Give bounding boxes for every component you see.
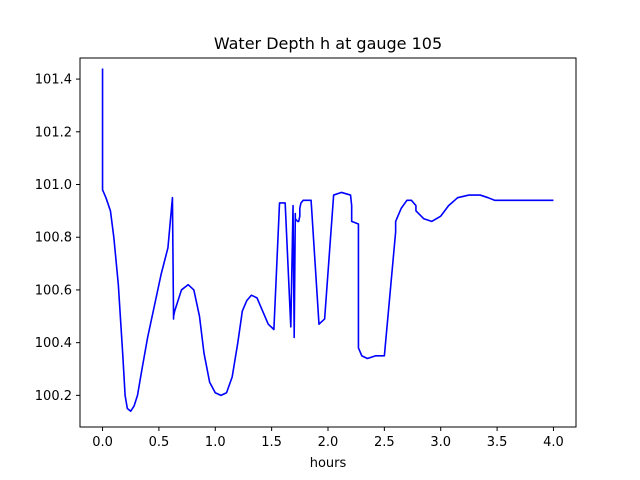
series-line-0 bbox=[101, 68, 554, 412]
x-tick-label: 2.5 bbox=[374, 435, 395, 450]
chart-title: Water Depth h at gauge 105 bbox=[214, 34, 442, 53]
x-tick-label: 3.5 bbox=[487, 435, 508, 450]
y-tick-label: 100.4 bbox=[35, 336, 72, 351]
x-tick-label: 2.0 bbox=[318, 435, 339, 450]
y-tick-label: 101.4 bbox=[35, 73, 72, 88]
series-layer bbox=[101, 68, 554, 412]
x-tick-label: 0.0 bbox=[92, 435, 113, 450]
y-tick-label: 100.2 bbox=[35, 389, 72, 404]
x-tick-label: 4.0 bbox=[543, 435, 564, 450]
x-tick-label: 0.5 bbox=[149, 435, 170, 450]
x-axis-label: hours bbox=[310, 456, 347, 471]
y-tick-label: 101.0 bbox=[35, 178, 72, 193]
x-tick-label: 1.5 bbox=[261, 435, 282, 450]
y-tick-label: 100.6 bbox=[35, 283, 72, 298]
y-tick-label: 101.2 bbox=[35, 125, 72, 140]
x-axis-ticks: 0.0 0.5 1.0 1.5 2.0 2.5 3.0 3.5 4.0 bbox=[92, 427, 564, 450]
y-axis-ticks: 100.2 100.4 100.6 100.8 101.0 101.2 101.4 bbox=[35, 73, 80, 404]
x-tick-label: 3.0 bbox=[430, 435, 451, 450]
y-tick-label: 100.8 bbox=[35, 231, 72, 246]
x-tick-label: 1.0 bbox=[205, 435, 226, 450]
